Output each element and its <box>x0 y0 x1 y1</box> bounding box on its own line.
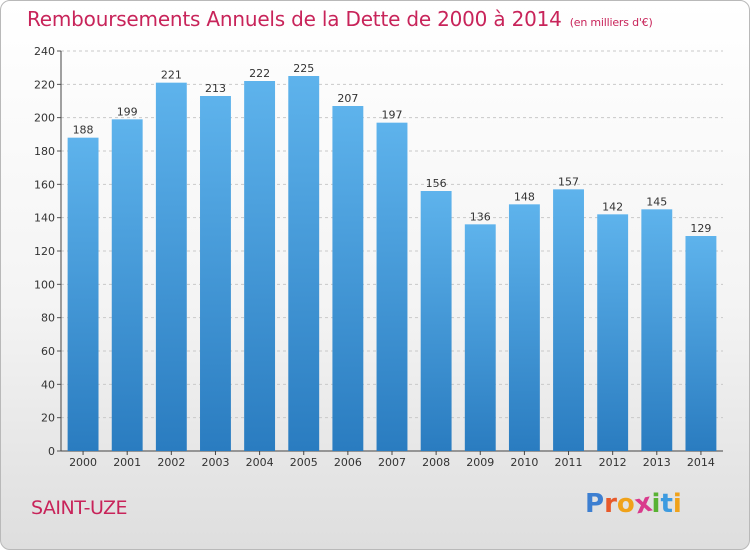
x-tick-label: 2014 <box>687 456 715 469</box>
bar <box>464 224 496 451</box>
y-tick-label: 100 <box>34 278 55 291</box>
bar <box>288 76 320 451</box>
data-label: 156 <box>426 177 447 190</box>
data-label: 129 <box>690 222 711 235</box>
data-label: 225 <box>293 62 314 75</box>
bar <box>67 137 99 451</box>
y-tick-label: 240 <box>34 45 55 58</box>
logo-letter: t <box>660 489 673 519</box>
bar <box>641 209 673 451</box>
data-label: 148 <box>514 190 535 203</box>
y-tick-label: 200 <box>34 112 55 125</box>
data-label: 142 <box>602 200 623 213</box>
bar <box>597 214 629 451</box>
chart-unit: (en milliers d'€) <box>569 16 653 29</box>
bar <box>155 82 187 452</box>
data-label: 145 <box>646 195 667 208</box>
proxiti-logo: Proxiti <box>585 488 682 521</box>
x-tick-label: 2008 <box>422 456 450 469</box>
data-label: 157 <box>558 175 579 188</box>
data-label: 213 <box>205 82 226 95</box>
y-tick-label: 180 <box>34 145 55 158</box>
x-tick-label: 2005 <box>290 456 318 469</box>
x-tick-label: 2012 <box>599 456 627 469</box>
x-tick-label: 2004 <box>246 456 274 469</box>
bar <box>111 119 143 451</box>
y-tick-label: 60 <box>41 345 55 358</box>
y-tick-label: 20 <box>41 412 55 425</box>
y-tick-label: 120 <box>34 245 55 258</box>
bar <box>685 236 717 451</box>
x-tick-label: 2000 <box>69 456 97 469</box>
chart-title-text: Remboursements Annuels de la Dette de 20… <box>27 7 562 31</box>
bar <box>376 122 408 452</box>
logo-letter: i <box>672 489 682 519</box>
x-tick-label: 2003 <box>201 456 229 469</box>
y-tick-label: 0 <box>48 445 55 458</box>
chart-title: Remboursements Annuels de la Dette de 20… <box>27 7 653 31</box>
x-tick-label: 2007 <box>378 456 406 469</box>
data-label: 197 <box>382 109 403 122</box>
logo-letter: P <box>585 489 605 519</box>
x-tick-label: 2006 <box>334 456 362 469</box>
commune-name: SAINT-UZE <box>31 497 128 519</box>
bar <box>553 189 584 452</box>
bar <box>420 191 452 451</box>
bar <box>508 204 540 451</box>
data-label: 188 <box>73 124 94 137</box>
data-label: 136 <box>470 210 491 223</box>
y-tick-label: 140 <box>34 212 55 225</box>
y-tick-label: 80 <box>41 312 55 325</box>
y-tick-label: 160 <box>34 178 55 191</box>
y-tick-label: 40 <box>41 378 55 391</box>
x-tick-label: 2002 <box>157 456 185 469</box>
data-label: 222 <box>249 67 270 80</box>
data-label: 221 <box>161 69 182 82</box>
logo-letter: o <box>616 489 635 519</box>
x-tick-label: 2011 <box>555 456 583 469</box>
logo-letter: r <box>604 489 617 519</box>
y-tick-label: 220 <box>34 78 55 91</box>
data-label: 207 <box>337 92 358 105</box>
bar <box>244 81 276 451</box>
bar <box>332 106 364 451</box>
x-tick-label: 2010 <box>510 456 538 469</box>
x-tick-label: 2001 <box>113 456 141 469</box>
bar <box>200 96 231 451</box>
x-tick-label: 2009 <box>466 456 494 469</box>
x-tick-label: 2013 <box>643 456 671 469</box>
logo-letter: i <box>651 489 661 519</box>
data-label: 199 <box>117 105 138 118</box>
